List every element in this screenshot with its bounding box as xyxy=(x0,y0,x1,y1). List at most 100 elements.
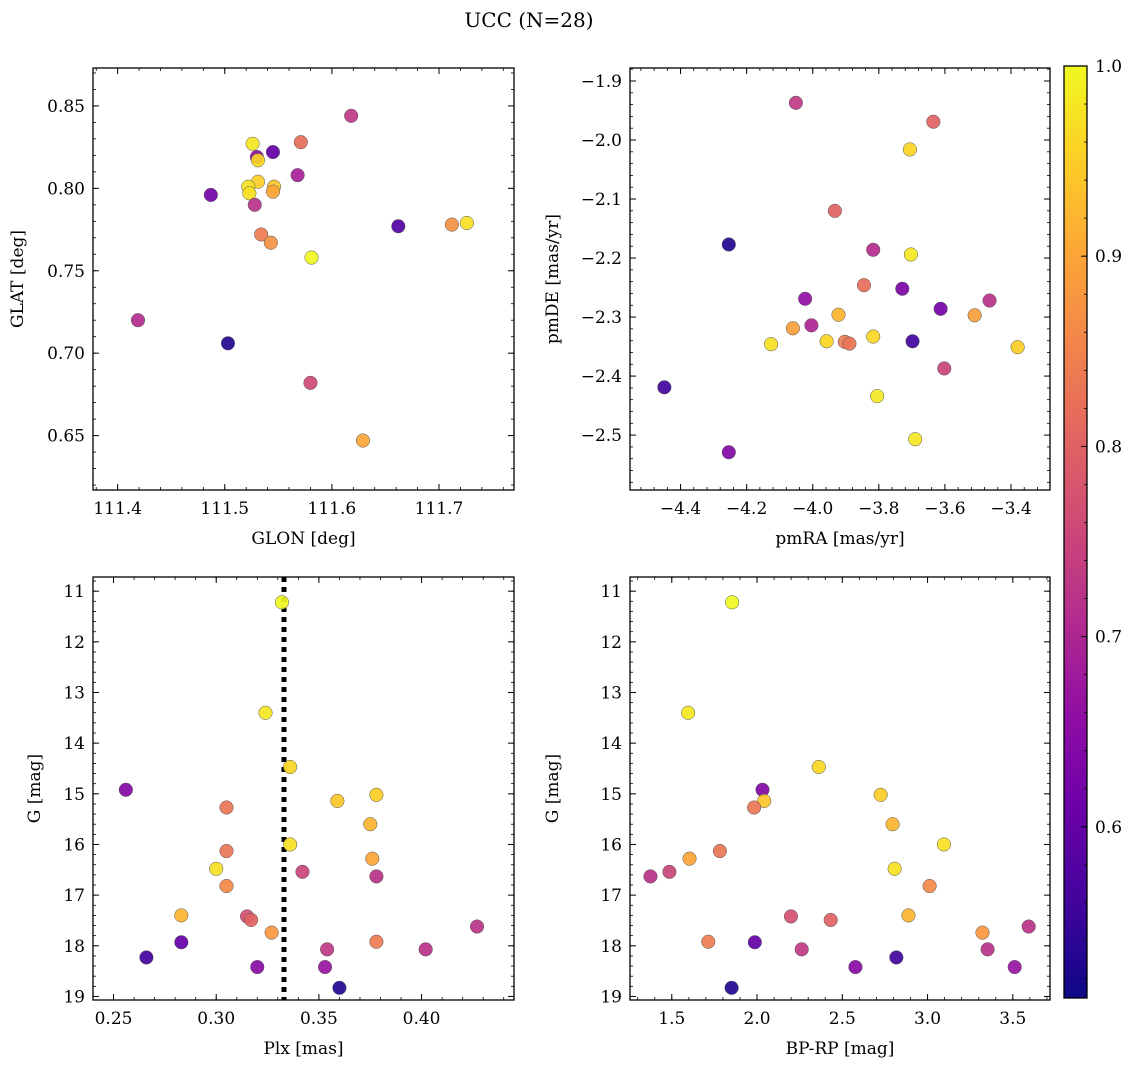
x-tick-label: −3.6 xyxy=(924,499,965,519)
x-tick-label: 2.0 xyxy=(744,1009,771,1029)
x-tick-label: 111.7 xyxy=(415,499,464,519)
data-point xyxy=(827,203,842,218)
data-point xyxy=(418,942,433,957)
x-axis-label: Plx [mas] xyxy=(263,1039,343,1059)
data-point xyxy=(1007,960,1022,975)
y-tick-label: −2.4 xyxy=(581,367,622,387)
y-tick-label: 12 xyxy=(600,633,622,653)
y-tick-label: 12 xyxy=(63,633,85,653)
data-point xyxy=(139,950,154,965)
y-tick-label: 13 xyxy=(63,684,85,704)
data-point xyxy=(318,960,333,975)
data-point xyxy=(785,321,800,336)
y-tick-label: 0.65 xyxy=(47,427,85,447)
panel-p4: 1.5 2.0 2.5 3.0 3.5 11 12 13 14 15 16 17 18 19 BP-RP [… xyxy=(543,576,1051,1059)
data-point xyxy=(933,301,948,316)
axes-frame xyxy=(92,67,515,491)
data-point xyxy=(895,281,910,296)
y-tick-label: 0.75 xyxy=(47,262,85,282)
data-point xyxy=(870,389,885,404)
colorbar-frame xyxy=(1063,65,1088,999)
data-point xyxy=(764,337,779,352)
data-point xyxy=(258,705,273,720)
data-point xyxy=(887,861,902,876)
x-tick-label: 111.5 xyxy=(200,499,249,519)
x-tick-label: −3.4 xyxy=(990,499,1031,519)
y-axis-label: G [mag] xyxy=(25,754,45,823)
y-tick-label: 0.85 xyxy=(47,97,85,117)
axes-frame xyxy=(629,67,1051,491)
colorbar-tick-label: 1.0 xyxy=(1095,57,1122,77)
data-point xyxy=(643,869,658,884)
data-point xyxy=(369,787,384,802)
data-point xyxy=(295,864,310,879)
data-point xyxy=(901,908,916,923)
y-tick-label: 0.80 xyxy=(47,179,85,199)
data-point xyxy=(344,108,359,123)
x-tick-label: 0.30 xyxy=(197,1009,235,1029)
data-point xyxy=(889,950,904,965)
y-axis-label: GLAT [deg] xyxy=(8,230,28,328)
data-point xyxy=(219,800,234,815)
data-point xyxy=(242,186,257,201)
x-tick-label: 0.40 xyxy=(403,1009,441,1029)
y-tick-label: 15 xyxy=(63,785,85,805)
data-point xyxy=(293,135,308,150)
data-point xyxy=(819,334,834,349)
data-point xyxy=(804,318,819,333)
data-point xyxy=(220,336,236,351)
data-point xyxy=(250,153,266,168)
data-point xyxy=(174,908,189,923)
data-point xyxy=(905,334,920,349)
data-point xyxy=(936,837,951,852)
data-point xyxy=(662,864,677,879)
y-tick-label: 19 xyxy=(600,987,622,1007)
x-tick-label: 0.25 xyxy=(95,1009,133,1029)
data-point xyxy=(332,980,347,995)
x-tick-label: 111.4 xyxy=(93,499,142,519)
y-tick-label: 15 xyxy=(600,785,622,805)
y-tick-label: 18 xyxy=(600,937,622,957)
colorbar: 0.6 0.7 0.8 0.9 1.0 xyxy=(1063,57,1122,999)
data-point xyxy=(469,919,485,934)
data-point xyxy=(885,817,900,832)
data-point xyxy=(798,291,813,306)
data-point xyxy=(725,595,740,610)
data-point xyxy=(701,934,716,949)
x-tick-label: 3.5 xyxy=(999,1009,1026,1029)
data-point xyxy=(866,242,881,257)
axes-frame xyxy=(629,576,1051,1001)
y-tick-label: 0.70 xyxy=(47,344,85,364)
data-point xyxy=(130,313,146,328)
data-point xyxy=(1021,919,1036,934)
panel-p1: 111.4 111.5 111.6 111.7 0.65 0.70 0.75 0.80 0.85… xyxy=(8,67,515,549)
data-point xyxy=(219,878,234,894)
x-tick-label: −4.0 xyxy=(792,499,833,519)
data-point xyxy=(304,250,319,265)
data-point xyxy=(721,445,736,460)
colorbar-gradient xyxy=(1064,66,1087,998)
colorbar-tick-label: 0.7 xyxy=(1095,628,1122,648)
data-point xyxy=(365,851,380,866)
data-point xyxy=(254,227,269,242)
data-point xyxy=(247,197,262,212)
data-point xyxy=(902,142,917,157)
data-point xyxy=(290,168,305,183)
x-tick-label: 3.0 xyxy=(914,1009,941,1029)
data-point xyxy=(264,925,279,940)
data-point xyxy=(174,935,189,950)
data-point xyxy=(873,787,888,802)
y-tick-label: 13 xyxy=(600,684,622,704)
data-point xyxy=(391,219,406,234)
y-tick-label: 17 xyxy=(63,886,85,906)
x-tick-label: 0.35 xyxy=(300,1009,338,1029)
data-point xyxy=(369,934,384,949)
data-point xyxy=(320,942,335,957)
data-point xyxy=(682,851,697,866)
data-point xyxy=(1010,340,1025,355)
panel-p3: 0.25 0.30 0.35 0.40 11 12 13 14 15 16 17 18 19 Plx [m… xyxy=(25,576,515,1059)
y-tick-label: 11 xyxy=(63,582,85,602)
y-tick-label: −2.2 xyxy=(581,249,622,269)
x-tick-label: −3.8 xyxy=(858,499,899,519)
y-axis-label: pmDE [mas/yr] xyxy=(543,214,563,344)
